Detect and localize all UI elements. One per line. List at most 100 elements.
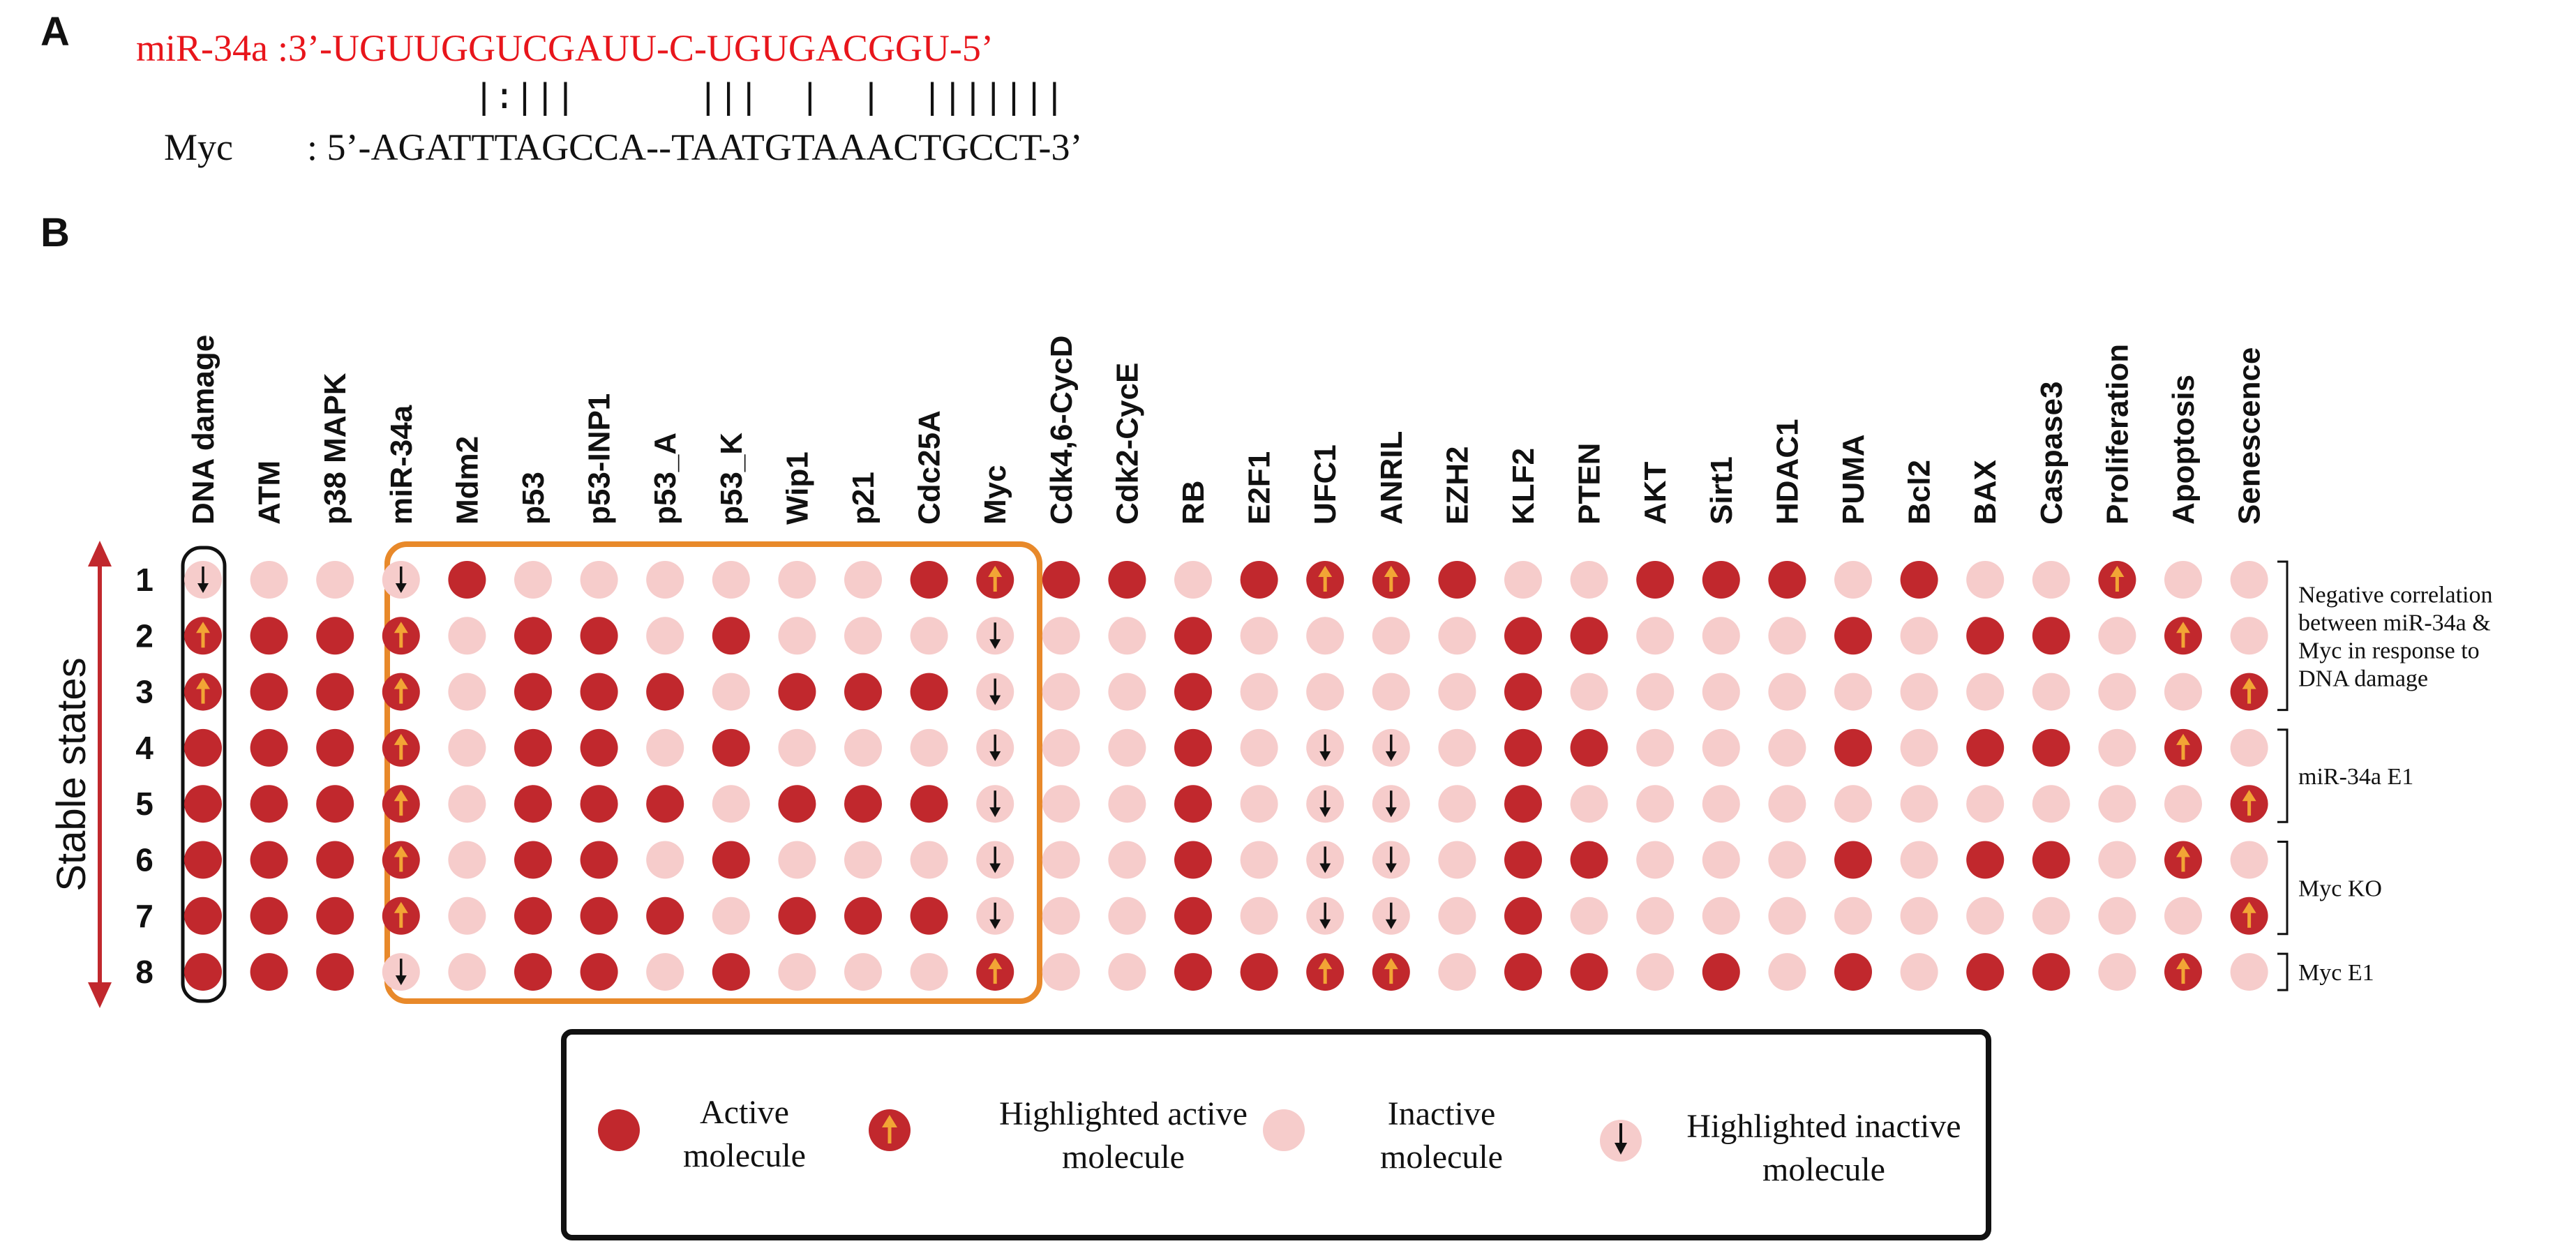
state-cell [2164,673,2202,711]
inactive-dot [1834,673,1872,711]
state-cell [448,673,486,711]
active-dot [910,896,948,935]
state-cell [250,617,288,655]
state-cell [646,953,684,991]
state-cell [1834,841,1872,879]
row-number: 7 [135,898,153,934]
inactive-dot [712,896,750,935]
inactive-dot [1042,785,1080,823]
state-cell [382,896,420,935]
side-note-text: Negative correlation [2298,582,2492,608]
state-cell [1966,673,2005,711]
active-dot [184,953,222,991]
down-arrowhead-icon [1385,807,1397,818]
state-cell [1174,841,1212,879]
state-cell [1702,561,1740,599]
state-cell [1438,673,1476,711]
state-cell [1042,841,1080,879]
up-arrowhead-icon [394,901,408,913]
inactive-dot [2098,617,2136,655]
state-cell [1768,896,1806,935]
state-cell [1306,617,1345,655]
down-arrowhead-icon [395,583,407,593]
state-cell [1702,953,1740,991]
up-arrowhead-icon [1384,566,1398,577]
active-dot [1504,728,1542,767]
state-cell [1372,617,1410,655]
inactive-dot [1636,617,1675,655]
stable-states-axis: Stable states [49,541,112,1008]
row-number: 1 [135,562,153,598]
state-cell [2098,953,2136,991]
state-cell [382,673,420,711]
up-arrowhead-icon [1318,566,1333,577]
active-dot [1966,728,2005,767]
column-labels: DNA damage ATM p38 MAPK miR-34a Mdm2 p53 p53-I… [186,335,2267,525]
inactive-dot [1174,561,1212,599]
state-cell [184,953,222,991]
inactive-dot [1240,896,1278,935]
active-dot [1834,617,1872,655]
up-arrowhead-icon [2110,566,2125,577]
inactive-dot [1570,785,1608,823]
down-arrowhead-icon [1615,1143,1627,1155]
state-cell [250,841,288,879]
inactive-dot [448,896,486,935]
bracket [2277,952,2289,991]
state-cell [1966,561,2005,599]
state-cell [2098,841,2136,879]
active-dot [1240,561,1278,599]
inactive-dot [1900,785,1938,823]
state-cell [448,785,486,823]
column-label: E2F1 [1243,451,1277,525]
inactive-dot [1306,673,1345,711]
state-cell [1042,728,1080,767]
state-cell [646,673,684,711]
state-cell [844,896,882,935]
active-dot [2032,617,2070,655]
inactive-dot [1372,673,1410,711]
inactive-dot [1504,561,1542,599]
state-cell [712,953,750,991]
column-label: KLF2 [1506,448,1541,525]
active-dot [514,785,552,823]
state-cell [2230,673,2268,711]
state-cell [2230,785,2268,823]
down-arrowhead-icon [197,583,209,593]
active-dot [2032,728,2070,767]
active-dot [646,785,684,823]
inactive-dot [844,953,882,991]
active-dot [1504,785,1542,823]
state-cell [1834,728,1872,767]
state-cell [448,617,486,655]
state-cell [844,728,882,767]
active-dot [448,561,486,599]
state-cell [1240,673,1278,711]
state-cell [1108,617,1146,655]
inactive-dot [448,728,486,767]
state-cell [844,953,882,991]
inactive-dot [2032,673,2070,711]
state-cell [1570,841,1608,879]
column-label: Sirt1 [1705,456,1739,525]
state-cell [514,953,552,991]
state-cell [1306,728,1345,767]
state-cell [1966,841,2005,879]
state-cells [184,561,2268,991]
state-cell [2230,953,2268,991]
active-dot [250,896,288,935]
state-cell [1768,953,1806,991]
down-arrowhead-icon [989,919,1001,929]
state-cell [382,561,420,599]
inactive-dot [1768,785,1806,823]
inactive-dot [1240,673,1278,711]
inactive-dot [1438,728,1476,767]
down-arrowhead-icon [989,807,1001,818]
up-arrowhead-icon [2242,901,2256,913]
state-cell [646,785,684,823]
state-cell [184,561,222,599]
legend-label: molecule [683,1137,806,1174]
state-cell [448,953,486,991]
down-arrowhead-icon [1319,919,1331,929]
